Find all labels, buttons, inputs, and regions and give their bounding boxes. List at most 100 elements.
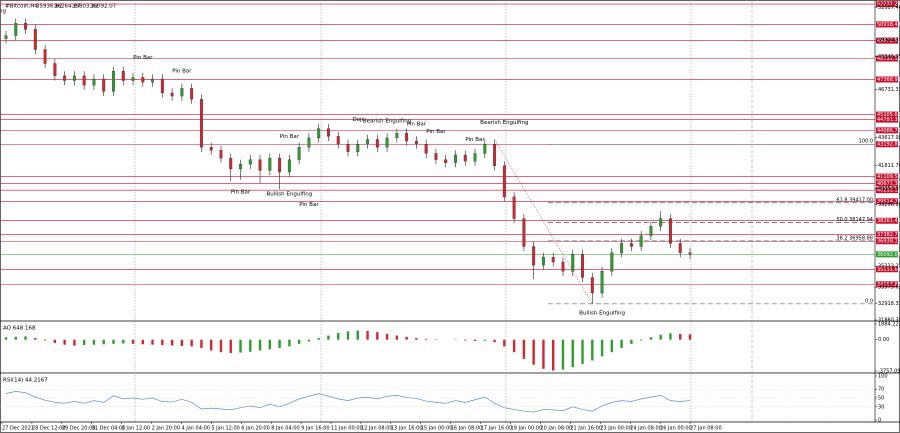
x-tick-label: 19 Jan 00:00 <box>511 426 543 432</box>
candle-body <box>600 271 604 294</box>
level-box <box>876 217 898 224</box>
header-value: 36264.37 <box>54 4 81 10</box>
candle-body <box>356 143 360 153</box>
ao-bar <box>24 336 27 340</box>
candle-body <box>639 235 643 247</box>
ao-bar <box>200 339 203 349</box>
ao-bar <box>122 339 125 344</box>
candle-body <box>43 49 47 64</box>
ao-bar <box>53 339 57 344</box>
ao-bar <box>591 339 594 361</box>
ao-bar <box>581 339 584 364</box>
ao-bar <box>649 337 653 340</box>
level-label: 39514.26 <box>877 199 900 205</box>
candle-body <box>571 254 575 272</box>
candle-body <box>14 23 18 36</box>
level-label: 38261.42 <box>877 218 900 224</box>
candle-body <box>444 159 448 163</box>
candle-body <box>454 154 457 163</box>
y-tick-label: 43617.93 <box>878 135 900 141</box>
level-label: 35131.64 <box>877 267 900 273</box>
level-label: 52231.24 <box>877 2 900 8</box>
ao-bar <box>630 339 633 344</box>
candle-body <box>180 88 184 97</box>
ao-bar <box>268 339 272 350</box>
level-label: 44086.73 <box>877 128 900 134</box>
level-label: 50918.47 <box>877 22 900 28</box>
header-value: 35936.82 <box>36 4 62 10</box>
fib-label: 100.0 <box>859 139 873 145</box>
y-tick-label: 1884.222 <box>878 322 900 328</box>
candle-body <box>620 243 624 253</box>
bid-label: 36092.07 <box>877 252 900 258</box>
fib-label: 0.0 <box>865 298 873 304</box>
level-box <box>876 76 898 83</box>
candle-body <box>121 71 125 81</box>
candle-body <box>483 143 487 154</box>
candle-body <box>209 147 213 151</box>
level-label: 45105.62 <box>877 112 900 118</box>
x-tick-label: 17 Jan 16:00 <box>481 426 513 432</box>
candle-body <box>229 157 233 170</box>
x-tick-label: 9 Jan 16:00 <box>301 426 329 432</box>
candle-body <box>287 159 291 173</box>
level-box <box>876 116 898 123</box>
y-tick-label: 33975.65 <box>878 285 900 291</box>
ao-bar <box>337 333 340 340</box>
candle-body <box>522 218 526 247</box>
annotation: Bullish Engulfing <box>579 311 625 317</box>
ao-bar <box>249 339 252 352</box>
ao-bar <box>503 339 506 347</box>
candle-body <box>82 75 86 86</box>
annotation: Pin Bar <box>231 190 251 196</box>
level-box <box>876 1 898 8</box>
candle-body <box>502 165 506 198</box>
candle-body <box>112 71 115 92</box>
ao-bar <box>327 335 330 340</box>
header-value: 36092.07 <box>90 4 117 10</box>
ao-bar <box>63 339 66 345</box>
y-tick-label: 41811.76 <box>878 163 900 169</box>
candle-body <box>434 153 438 160</box>
x-tick-label: 27 Dec 2021 <box>2 426 34 432</box>
level-box <box>876 127 898 134</box>
candle-body <box>473 153 477 162</box>
x-tick-label: 16 Jan 08:00 <box>451 426 483 432</box>
ao-bar <box>552 339 555 371</box>
level-box <box>876 238 898 245</box>
ao-bar <box>210 339 213 351</box>
candle-body <box>199 99 203 148</box>
ao-bar <box>258 339 262 351</box>
ao-bar <box>356 330 359 340</box>
level-box <box>876 21 898 28</box>
level-box <box>876 141 898 148</box>
x-tick-label: 6 Jan 20:00 <box>241 426 269 432</box>
ao-bar <box>542 339 545 369</box>
candle-body <box>669 218 672 244</box>
candle-body <box>405 133 409 142</box>
x-tick-label: 28 Dec 12:00 <box>32 426 66 432</box>
ao-bar <box>395 335 399 340</box>
x-tick-label: 23 Jan 00:00 <box>600 426 632 432</box>
candle-body <box>385 137 389 148</box>
candle-body <box>463 154 467 162</box>
rsi-line <box>5 391 691 413</box>
candle-body <box>532 246 536 266</box>
ao-bar <box>288 339 291 347</box>
candle-body <box>33 29 37 50</box>
y-tick-label: 52007.44 <box>878 5 900 11</box>
bid-box <box>876 251 898 258</box>
candle-body <box>629 243 633 247</box>
ao-bar <box>600 339 604 357</box>
candle-body <box>512 196 516 219</box>
candle-body <box>190 88 194 100</box>
y-tick-label: 40353.97 <box>878 186 900 192</box>
candle-body <box>92 78 96 86</box>
candle-body <box>239 164 242 170</box>
ao-bar <box>180 339 184 346</box>
ao-bar <box>219 339 223 353</box>
y-tick-label: 31860.35 <box>878 318 900 324</box>
indicator-title: AO 648.168 <box>3 326 36 332</box>
level-label: 36938.16 <box>877 239 900 245</box>
